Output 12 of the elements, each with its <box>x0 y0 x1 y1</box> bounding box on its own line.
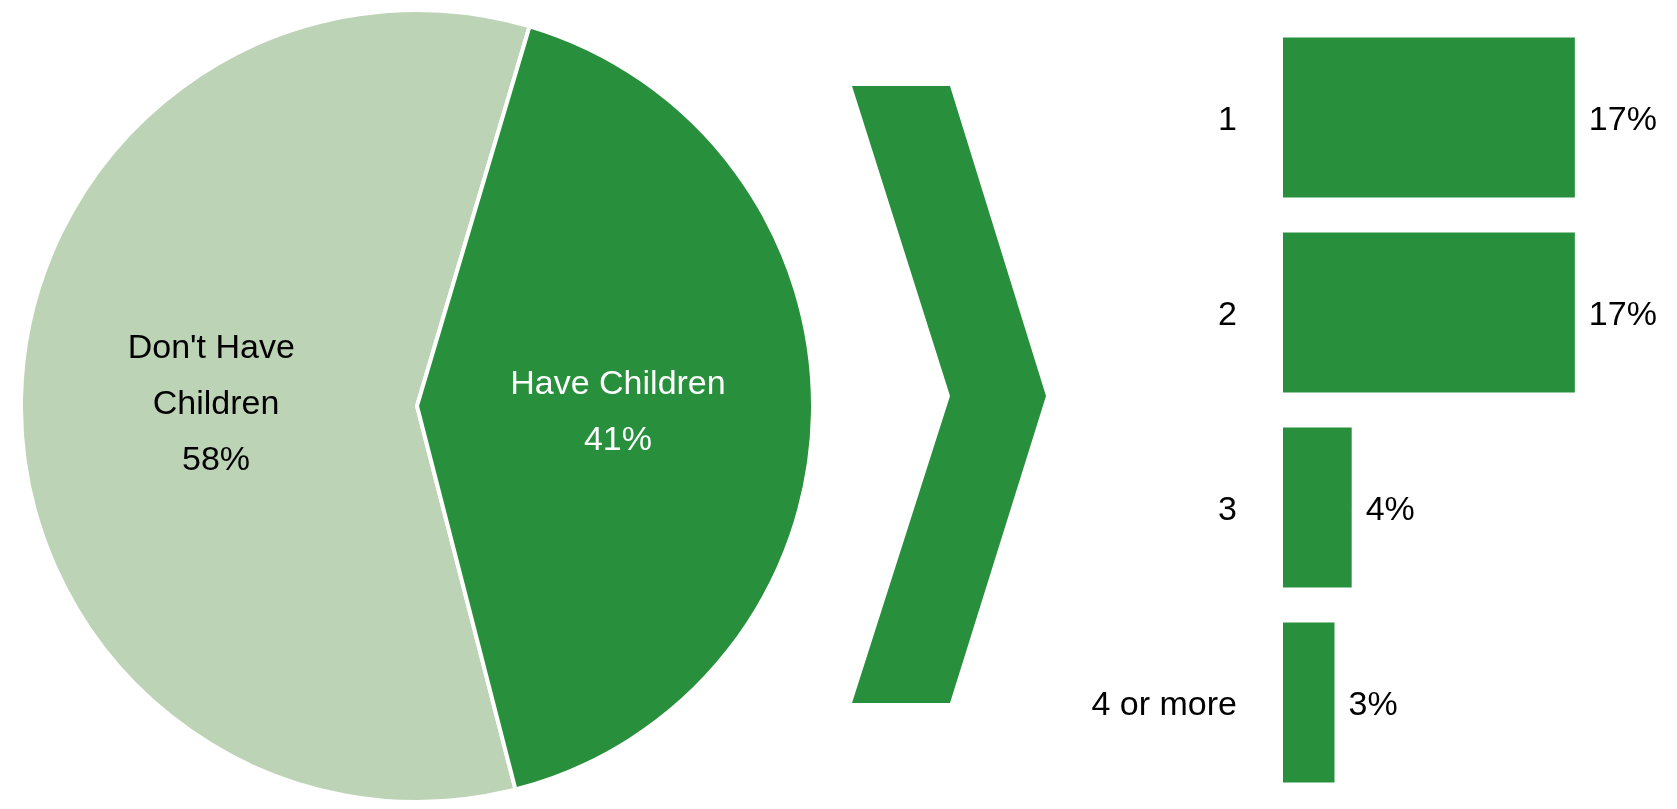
y-tick-label: 2 <box>1218 293 1237 332</box>
data-label: 17% <box>1588 98 1657 137</box>
data-label: 41% <box>583 418 652 457</box>
data-label: 3% <box>1348 683 1398 722</box>
y-tick-label: 4 or more <box>1091 683 1237 722</box>
data-label: 4% <box>1365 488 1415 527</box>
y-tick-label: 1 <box>1218 98 1237 137</box>
y-tick-label: 3 <box>1218 488 1237 527</box>
data-label: 58% <box>182 439 251 478</box>
slice-label: Have Children <box>510 362 726 401</box>
data-label: 17% <box>1588 293 1657 332</box>
slice-label: Don't Have Children <box>127 327 305 422</box>
